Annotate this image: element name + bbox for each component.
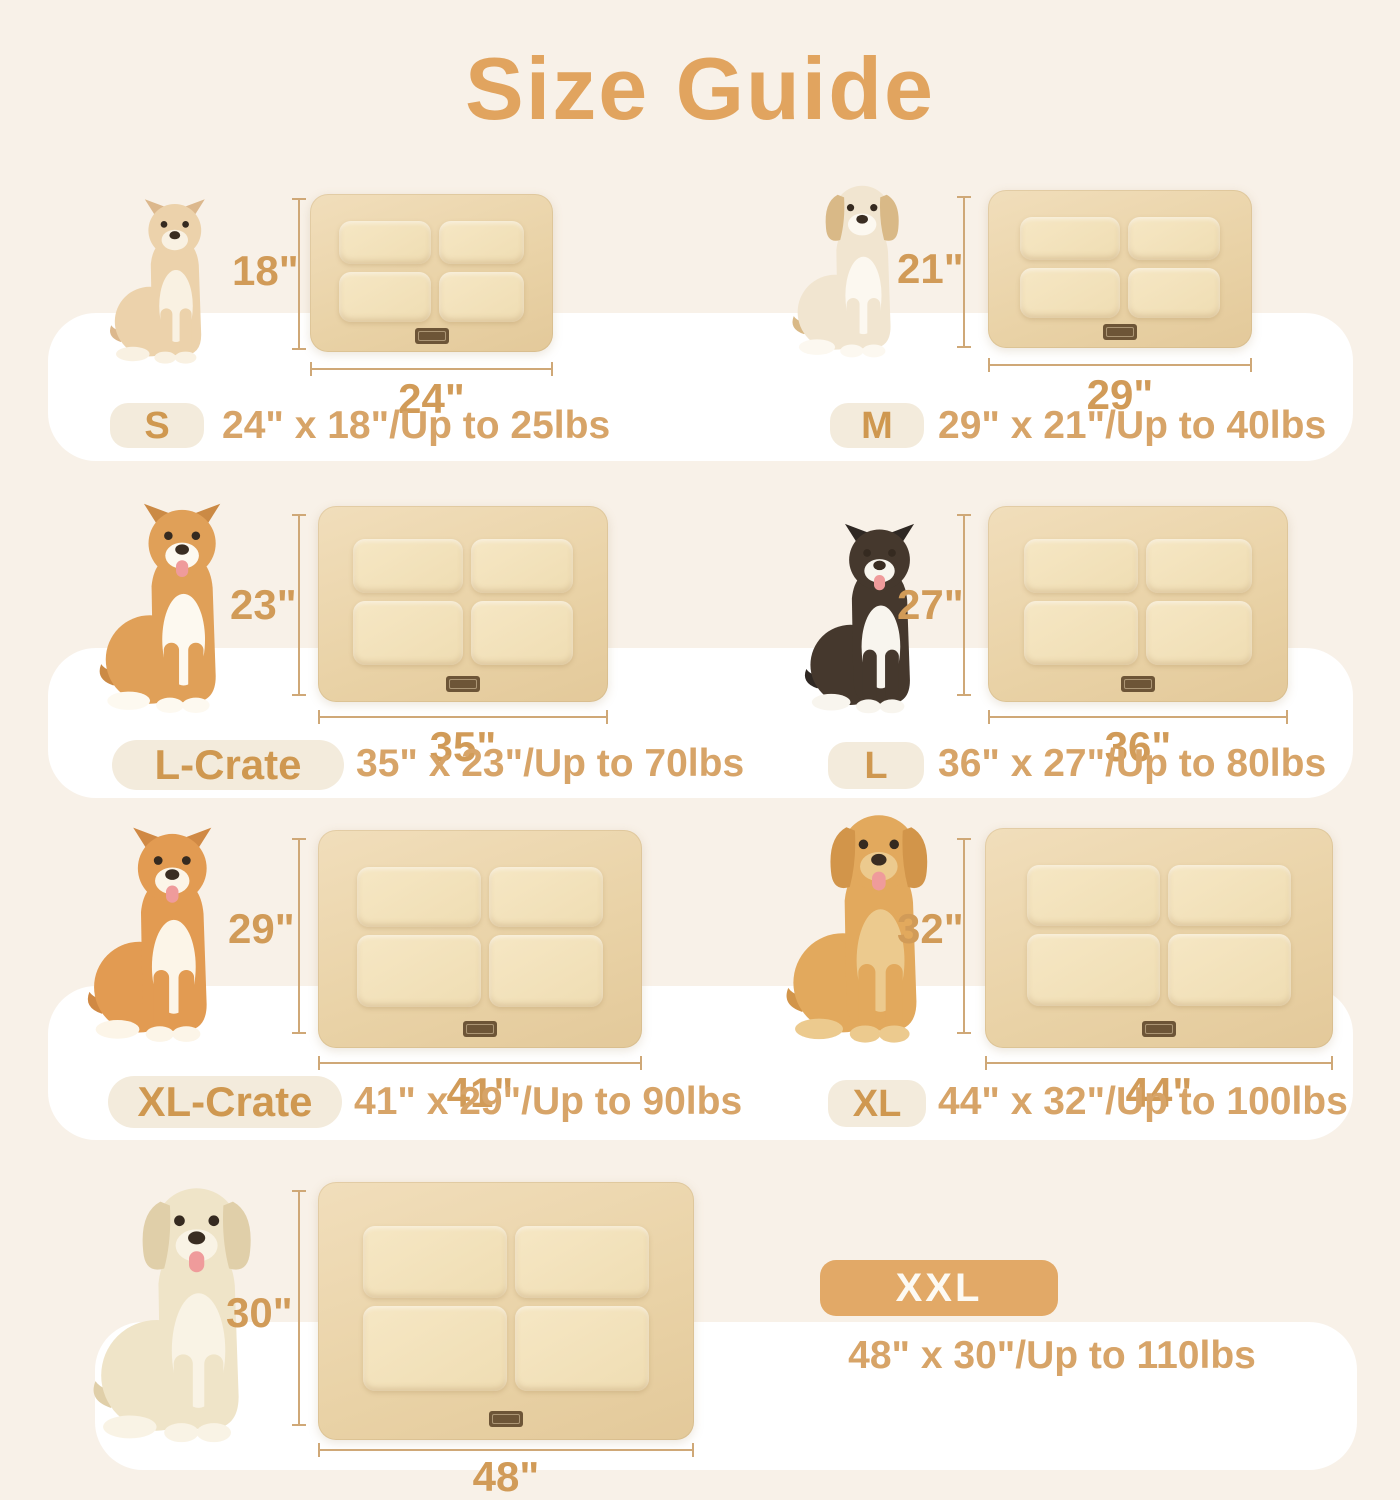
mat-panel [438, 271, 524, 322]
width-dimension-label: 44" [1125, 1069, 1193, 1116]
mat-panel [352, 539, 464, 594]
height-dimension-label: 29" [228, 905, 295, 952]
mat-panel [515, 1305, 649, 1391]
height-dimension-label: 32" [897, 905, 964, 952]
size-spec: 41" x 29"/Up to 90lbs [354, 1080, 743, 1123]
mat-panel [1146, 601, 1252, 665]
size-spec: 48" x 30"/Up to 110lbs [848, 1334, 1256, 1377]
width-dimension-line [988, 358, 1252, 372]
size-badge: XL [828, 1080, 926, 1127]
width-dimension-label: 48" [472, 1453, 540, 1500]
mat-panel [1026, 934, 1160, 1007]
size-badge: M [830, 403, 924, 448]
mat-panel [1167, 934, 1292, 1007]
brand-tag [489, 1411, 523, 1428]
size-badge: XXL [820, 1260, 1058, 1316]
height-dimension-label: 30" [226, 1289, 293, 1336]
height-dimension-line [292, 198, 306, 350]
width-dimension-label: 29" [1086, 371, 1154, 418]
height-dimension-line [292, 838, 306, 1034]
size-spec: 44" x 32"/Up to 100lbs [938, 1080, 1348, 1123]
size-spec: 29" x 21"/Up to 40lbs [938, 404, 1327, 447]
height-dimension-label: 21" [897, 245, 964, 292]
height-dimension-line [957, 838, 971, 1034]
dog-photo-shiba-inu [87, 827, 217, 1042]
width-dimension-label: 41" [446, 1069, 514, 1116]
brand-tag [1142, 1021, 1176, 1037]
mat-quilting [1026, 865, 1292, 1007]
mat-panel [1026, 865, 1160, 927]
height-dimension-line [292, 514, 306, 696]
width-dimension-label: 24" [398, 375, 465, 422]
mat-panel [515, 1225, 649, 1298]
crate-mat-image [988, 190, 1252, 348]
mat-quilting [352, 539, 574, 665]
mat-quilting [356, 867, 604, 1007]
brand-tag [1103, 324, 1137, 341]
crate-mat-image [318, 506, 608, 702]
width-dimension-line [310, 362, 553, 376]
width-dimension-line [985, 1056, 1333, 1070]
width-dimension-line [318, 710, 608, 724]
mat-panel [352, 601, 464, 665]
width-dimension-line [318, 1443, 694, 1457]
brand-tag [463, 1021, 497, 1038]
size-badge: S [110, 403, 204, 448]
width-dimension-line [988, 710, 1288, 724]
height-dimension-label: 23" [230, 581, 297, 628]
crate-mat-image [985, 828, 1333, 1048]
crate-mat-image [310, 194, 553, 352]
size-badge: XL-Crate [108, 1076, 342, 1128]
dog-photo-chihuahua [110, 199, 209, 364]
mat-panel [363, 1305, 508, 1391]
brand-tag [414, 328, 449, 345]
size-badge: L [828, 742, 924, 789]
mat-panel [1167, 865, 1292, 927]
crate-mat-image [318, 1182, 694, 1440]
height-dimension-line [292, 1190, 306, 1426]
width-dimension-label: 36" [1104, 723, 1172, 770]
mat-panel [1127, 267, 1221, 318]
row-background [95, 1322, 1357, 1470]
size-badge: L-Crate [112, 740, 344, 790]
mat-panel [1024, 539, 1139, 594]
mat-panel [1024, 601, 1139, 665]
mat-quilting [1024, 539, 1252, 665]
crate-mat-image [988, 506, 1288, 702]
mat-panel [488, 867, 604, 928]
width-dimension-line [318, 1056, 642, 1070]
size-spec: 35" x 23"/Up to 70lbs [356, 742, 745, 785]
height-dimension-line [957, 196, 971, 348]
page-title: Size Guide [465, 39, 935, 138]
mat-panel [1019, 216, 1120, 260]
mat-panel [471, 601, 574, 665]
mat-panel [363, 1225, 508, 1298]
mat-panel [1127, 216, 1221, 260]
mat-panel [1146, 539, 1252, 594]
mat-panel [438, 220, 524, 264]
height-dimension-label: 18" [232, 247, 299, 294]
size-spec: 36" x 27"/Up to 80lbs [938, 742, 1327, 785]
mat-panel [471, 539, 574, 594]
brand-tag [446, 676, 480, 693]
size-spec: 24" x 18"/Up to 25lbs [222, 404, 611, 447]
brand-tag [1121, 676, 1155, 693]
mat-quilting [339, 220, 524, 322]
mat-panel [356, 867, 481, 928]
mat-quilting [1019, 216, 1221, 318]
mat-panel [339, 220, 431, 264]
crate-mat-image [318, 830, 642, 1048]
height-dimension-line [957, 514, 971, 696]
mat-quilting [363, 1225, 649, 1391]
height-dimension-label: 27" [897, 581, 964, 628]
mat-panel [339, 271, 431, 322]
mat-panel [488, 935, 604, 1007]
mat-panel [1019, 267, 1120, 318]
width-dimension-label: 35" [429, 723, 497, 770]
mat-panel [356, 935, 481, 1007]
